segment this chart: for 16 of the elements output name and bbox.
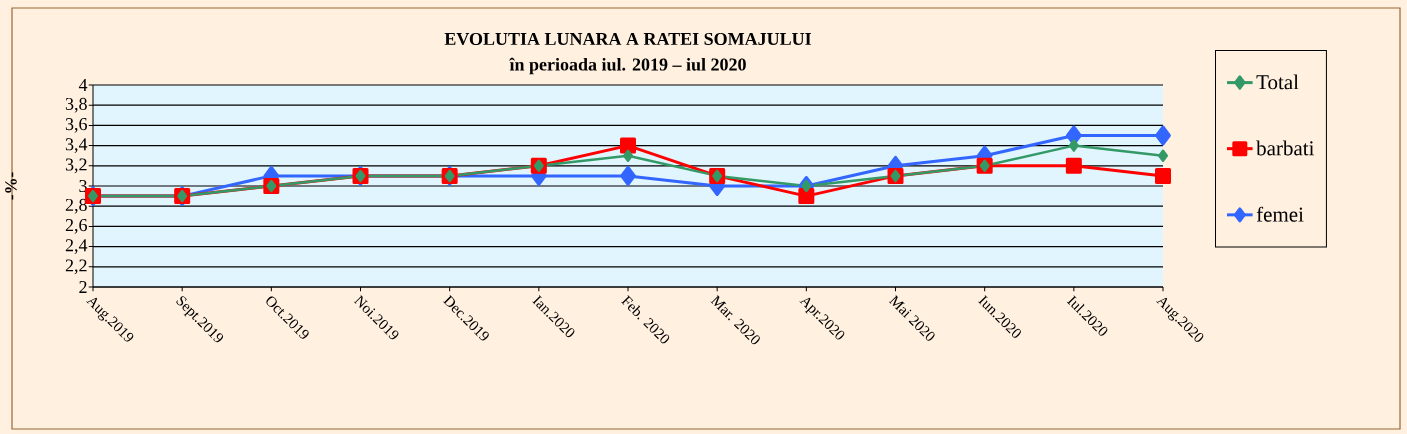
y-tick-label: 2,2 (65, 259, 87, 275)
y-tick-label: 4 (78, 79, 88, 91)
legend-label: Total (1256, 74, 1299, 90)
y-tick-label: 3,4 (65, 138, 88, 153)
y-tick-label: 3,8 (65, 97, 87, 113)
y-axis-title: -%- (5, 172, 17, 200)
y-tick-label: 3,2 (65, 158, 87, 174)
chart-title: EVOLUTIA LUNARA A RATEI SOMAJULUI (444, 32, 812, 46)
y-tick-label: 2 (79, 281, 87, 293)
chart-subtitle: în perioada iul. 2019 – iul 2020 (509, 57, 746, 75)
y-tick-label: 3,6 (65, 118, 87, 133)
y-tick-label: 2,4 (65, 239, 88, 254)
legend-label: femei (1256, 206, 1304, 222)
y-tick-label: 2,6 (65, 219, 87, 234)
legend-label: barbati (1256, 140, 1315, 156)
y-tick-label: 2,8 (65, 198, 87, 214)
